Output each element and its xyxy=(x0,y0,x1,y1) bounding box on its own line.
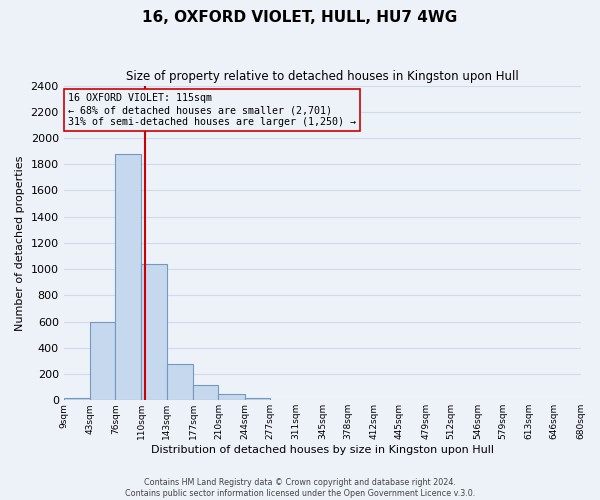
Bar xyxy=(90,322,115,400)
Text: Contains HM Land Registry data © Crown copyright and database right 2024.
Contai: Contains HM Land Registry data © Crown c… xyxy=(125,478,475,498)
Title: Size of property relative to detached houses in Kingston upon Hull: Size of property relative to detached ho… xyxy=(126,70,518,83)
Text: 16, OXFORD VIOLET, HULL, HU7 4WG: 16, OXFORD VIOLET, HULL, HU7 4WG xyxy=(142,10,458,25)
Bar xyxy=(115,154,142,400)
Text: 16 OXFORD VIOLET: 115sqm
← 68% of detached houses are smaller (2,701)
31% of sem: 16 OXFORD VIOLET: 115sqm ← 68% of detach… xyxy=(68,94,356,126)
Bar xyxy=(142,264,167,400)
Bar xyxy=(218,394,245,400)
Y-axis label: Number of detached properties: Number of detached properties xyxy=(15,155,25,330)
X-axis label: Distribution of detached houses by size in Kingston upon Hull: Distribution of detached houses by size … xyxy=(151,445,494,455)
Bar xyxy=(167,364,193,401)
Bar xyxy=(64,398,90,400)
Bar xyxy=(193,385,218,400)
Bar xyxy=(245,398,270,400)
